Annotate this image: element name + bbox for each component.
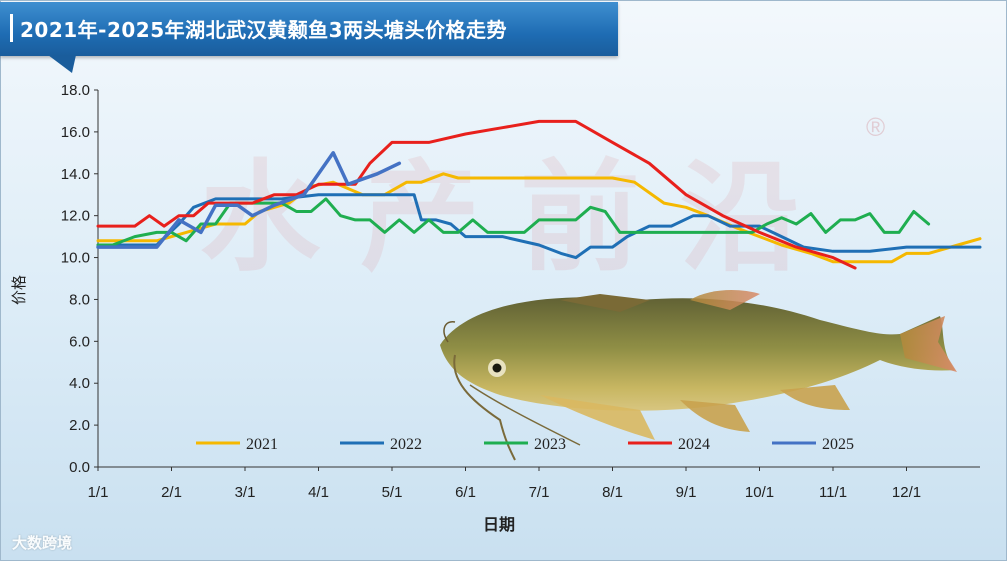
legend: 2021 2022 2023 2024 2025 — [196, 436, 854, 453]
fish-illustration — [440, 290, 957, 461]
x-tick-label: 9/1 — [676, 484, 697, 501]
watermark-text: 水产前沿 — [200, 149, 840, 288]
x-tick-label: 4/1 — [308, 484, 329, 501]
x-tick-label: 12/1 — [892, 484, 921, 501]
y-axis-title: 价格 — [10, 275, 28, 305]
legend-label-2021: 2021 — [246, 436, 278, 453]
x-tick-label: 10/1 — [745, 484, 774, 501]
y-tick-label: 18.0 — [61, 82, 90, 99]
footer-logo: 大数跨境 — [12, 534, 73, 552]
x-tick-label: 6/1 — [455, 484, 476, 501]
x-tick-label: 3/1 — [235, 484, 256, 501]
y-tick-label: 10.0 — [61, 250, 90, 267]
x-tick-label: 7/1 — [529, 484, 550, 501]
x-axis-title: 日期 — [483, 515, 515, 534]
series-layer — [96, 119, 982, 270]
axes: 0.0 2.0 4.0 6.0 8.0 10.0 12.0 14.0 16.0 18.0 1/1 2/… — [61, 82, 980, 501]
title-banner — [0, 2, 618, 56]
y-tick-label: 14.0 — [61, 166, 90, 183]
legend-label-2024: 2024 — [678, 436, 710, 453]
legend-label-2022: 2022 — [390, 436, 422, 453]
y-tick-label: 16.0 — [61, 124, 90, 141]
y-tick-label: 0.0 — [69, 459, 90, 476]
x-tick-label: 1/1 — [88, 484, 109, 501]
x-tick-label: 11/1 — [819, 484, 847, 501]
series-line-2024 — [96, 119, 857, 270]
legend-label-2025: 2025 — [822, 436, 854, 453]
banner-accent — [10, 14, 13, 42]
series-line-2025 — [96, 151, 402, 249]
y-tick-label: 12.0 — [61, 208, 90, 225]
y-tick-label: 8.0 — [69, 291, 90, 308]
chart-title: 2021年-2025年湖北武汉黄颡鱼3两头塘头价格走势 — [20, 18, 508, 42]
x-tick-label: 5/1 — [382, 484, 403, 501]
series-line-2021 — [96, 172, 982, 264]
registered-mark: ® — [866, 112, 886, 142]
y-tick-label: 6.0 — [69, 333, 90, 350]
y-tick-label: 2.0 — [69, 417, 90, 434]
axis-labels: 日期 价格 — [10, 275, 515, 534]
legend-label-2023: 2023 — [534, 436, 566, 453]
series-line-2022 — [96, 193, 982, 260]
banner-tail — [48, 55, 76, 73]
x-tick-label: 8/1 — [602, 484, 623, 501]
y-tick-label: 4.0 — [69, 375, 90, 392]
x-tick-label: 2/1 — [161, 484, 182, 501]
